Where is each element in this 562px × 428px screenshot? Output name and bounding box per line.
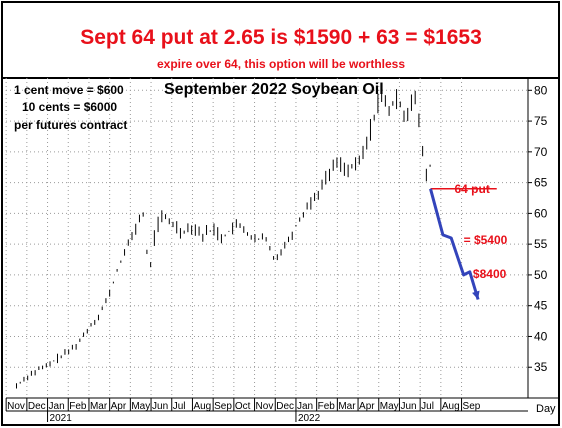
x-month-label: Jul [173, 401, 186, 412]
x-month-label: Apr [359, 401, 375, 412]
x-month-label: Sep [463, 401, 481, 412]
x-month-label: Jun [400, 401, 416, 412]
x-axis-label: Day [536, 403, 556, 415]
y-tick-label: 75 [534, 114, 548, 128]
x-month-label: Jan [49, 401, 65, 412]
x-month-label: Aug [193, 401, 211, 412]
x-year-label: 2022 [298, 413, 321, 424]
y-tick-label: 70 [534, 145, 548, 159]
x-month-label: Dec [28, 401, 46, 412]
x-month-label: May [131, 401, 150, 412]
projection-annotation: = $5400 [464, 233, 508, 247]
note-ten-cents: 10 cents = $6000 [22, 100, 118, 114]
x-month-label: Apr [111, 401, 127, 412]
x-year-label: 2021 [50, 413, 73, 424]
subline: expire over 64, this option will be wort… [156, 57, 406, 71]
y-tick-label: 35 [534, 360, 548, 374]
y-tick-label: 40 [534, 329, 548, 343]
y-tick-label: 65 [534, 176, 548, 190]
x-month-label: Oct [235, 401, 251, 412]
x-month-label: Mar [90, 401, 108, 412]
projection-path [429, 188, 480, 300]
strike-label: 64 put [455, 182, 490, 196]
y-tick-label: 55 [534, 237, 548, 251]
x-month-label: Feb [69, 401, 87, 412]
headline: Sept 64 put at 2.65 is $1590 + 63 = $165… [80, 26, 482, 49]
x-month-label: Jan [297, 401, 313, 412]
x-month-label: Nov [7, 401, 25, 412]
x-month-label: May [380, 401, 399, 412]
y-tick-label: 80 [534, 83, 548, 97]
x-month-label: Mar [338, 401, 356, 412]
x-month-label: Jun [152, 401, 168, 412]
x-month-label: Jul [421, 401, 434, 412]
chart-title: September 2022 Soybean Oil [164, 81, 384, 98]
projection-annotation: $8400 [473, 267, 507, 281]
price-series [16, 89, 431, 389]
x-month-label: Aug [442, 401, 460, 412]
y-tick-label: 45 [534, 299, 548, 313]
y-tick-label: 60 [534, 206, 548, 220]
x-month-label: Sep [214, 401, 232, 412]
note-cent-move: 1 cent move = $600 [14, 83, 124, 97]
y-tick-label: 50 [534, 268, 548, 282]
projection-arrowhead [472, 290, 480, 300]
x-month-label: Nov [256, 401, 274, 412]
x-month-label: Feb [318, 401, 336, 412]
note-per-contract: per futures contract [14, 118, 128, 132]
x-month-label: Dec [276, 401, 294, 412]
